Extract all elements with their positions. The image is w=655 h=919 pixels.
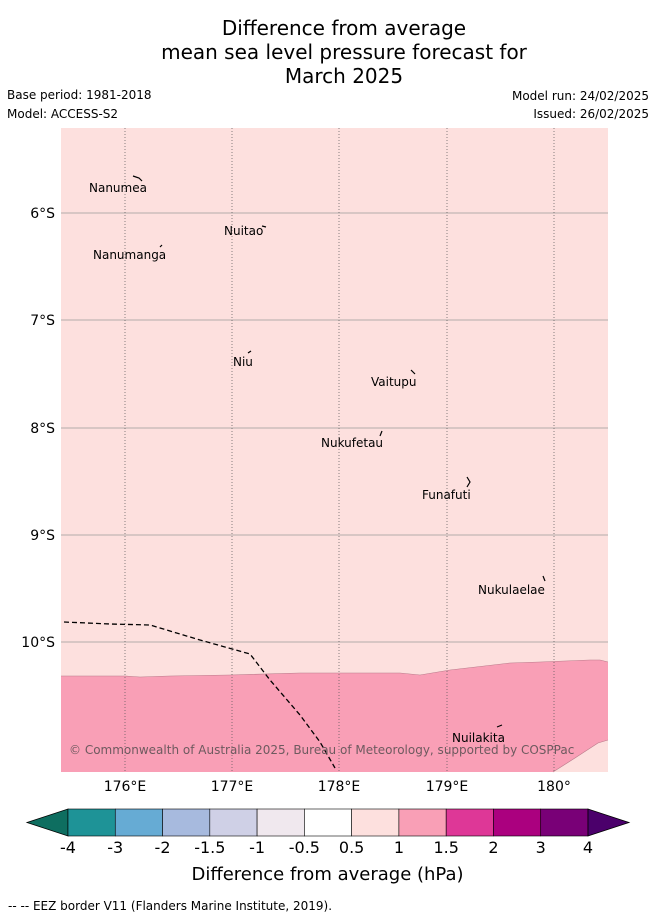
place-label-funafuti: Funafuti (422, 488, 471, 502)
title-line-3: March 2025 (284, 64, 404, 88)
colorbar-tick-label: 0.5 (338, 838, 365, 857)
place-label-nukufetau: Nukufetau (321, 436, 383, 450)
lon-label-177E: 177°E (211, 779, 254, 795)
place-label-nuitao: Nuitao (224, 224, 263, 238)
island-funafuti (466, 476, 471, 488)
lat-label-10S: 10°S (21, 635, 55, 651)
colorbar-tick-label: 4 (582, 838, 594, 857)
colorbar-extend-min (25, 808, 69, 837)
colorbar-segment (398, 808, 447, 837)
issued-date: Issued: 26/02/2025 (533, 107, 649, 121)
base-period: Base period: 1981-2018 (7, 88, 152, 102)
place-label-nuilakita: Nuilakita (452, 731, 505, 745)
colorbar-extend-max (587, 808, 631, 837)
place-label-nanumanga: Nanumanga (93, 248, 166, 262)
colorbar-segment (351, 808, 400, 837)
model-run: Model run: 24/02/2025 (511, 89, 649, 103)
lat-label-7S: 7°S (30, 313, 55, 329)
colorbar-segment (256, 808, 305, 837)
copyright-notice: © Commonwealth of Australia 2025, Bureau… (69, 743, 574, 757)
place-label-nukulaelae: Nukulaelae (478, 583, 545, 597)
place-labels: Nanumea Nuitao Nanumanga Niu Vaitupu Nuk… (89, 181, 545, 745)
eez-legend-dash: -- (8, 899, 21, 913)
contour-1.0-north (61, 659, 609, 678)
colorbar-tick-label: 1 (393, 838, 404, 857)
islands (132, 175, 546, 728)
anomaly-band-1-1.5 (61, 660, 608, 772)
colorbar-segment (67, 808, 116, 837)
colorbar-tick-label: -1 (249, 838, 266, 857)
lon-label-180: 180° (537, 779, 571, 795)
island-nuitao (261, 225, 267, 228)
lat-label-9S: 9°S (30, 528, 55, 544)
island-nanumea (132, 175, 143, 182)
colorbar-tick-label: -2 (154, 838, 171, 857)
colorbar-segment (445, 808, 494, 837)
island-vaitupu (410, 369, 416, 375)
colorbar-label: Difference from average (hPa) (191, 864, 464, 885)
lat-label-6S: 6°S (30, 206, 55, 222)
colorbar-segment (162, 808, 211, 837)
lon-gridlines (124, 128, 555, 772)
colorbar-segment (304, 808, 352, 837)
lon-label-179E: 179°E (426, 779, 469, 795)
place-label-nanumea: Nanumea (89, 181, 147, 195)
colorbar-tick-label: -1.5 (194, 838, 226, 857)
colorbar (25, 808, 631, 837)
contour-1.0 (552, 739, 609, 773)
colorbar-segment (540, 808, 589, 837)
lon-label-178E: 178°E (318, 779, 361, 795)
colorbar-segment (114, 808, 163, 837)
colorbar-tick-label: -4 (60, 838, 76, 857)
island-nukufetau (379, 430, 383, 437)
lat-axis-labels: 6°S 7°S 8°S 9°S 10°S (21, 206, 55, 651)
colorbar-tick-label: 2 (488, 838, 499, 857)
island-nukulaelae (542, 575, 546, 582)
model-name: Model: ACCESS-S2 (7, 107, 119, 121)
colorbar-tick-label: -3 (107, 838, 124, 857)
colorbar-segment (493, 808, 542, 837)
lon-label-176E: 176°E (104, 779, 147, 795)
colorbar-tick-label: -0.5 (288, 838, 320, 857)
title-line-1: Difference from average (221, 16, 467, 40)
colorbar-segment (209, 808, 258, 837)
eez-border (63, 621, 336, 769)
chart-title: Difference from average mean sea level p… (0, 16, 655, 88)
colorbar-tick-label: 1.5 (433, 838, 459, 857)
island-nanumanga (159, 244, 163, 248)
lon-axis-labels: 176°E 177°E 178°E 179°E 180° (104, 779, 571, 795)
lat-gridlines (61, 212, 608, 643)
eez-legend-text: -- EEZ border V11 (Flanders Marine Insti… (20, 899, 333, 913)
island-nuilakita (496, 724, 503, 728)
eez-legend: -- -- EEZ border V11 (Flanders Marine In… (8, 899, 332, 913)
title-line-2: mean sea level pressure forecast for (161, 40, 527, 64)
lat-label-8S: 8°S (30, 421, 55, 437)
place-label-niu: Niu (233, 355, 253, 369)
island-niu (247, 350, 252, 354)
colorbar-tick-label: 3 (535, 838, 546, 857)
place-label-vaitupu: Vaitupu (371, 375, 417, 389)
